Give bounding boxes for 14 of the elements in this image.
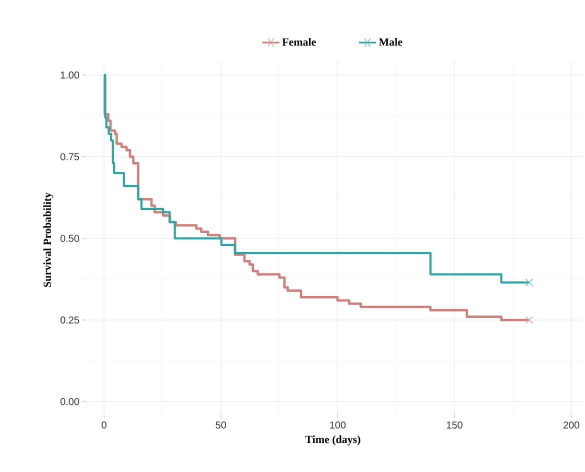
y-tick-label: 0.00 [60,398,80,406]
y-tick-label: 0.25 [60,316,80,324]
x-tick-label: 100 [330,422,346,429]
y-axis-title: Survival Probability [43,192,54,287]
legend-label: Female [282,38,316,46]
x-tick-label: 200 [564,422,580,429]
x-axis-title: Time (days) [305,435,360,446]
y-tick-label: 0.75 [60,153,80,160]
legend-label: Male [378,38,402,46]
y-tick-label: 0.50 [60,234,80,242]
x-tick-label: 150 [446,422,462,429]
x-tick-label: 50 [216,422,226,429]
x-tick-label: 0 [102,422,106,429]
y-tick-label: 1.00 [60,72,80,79]
